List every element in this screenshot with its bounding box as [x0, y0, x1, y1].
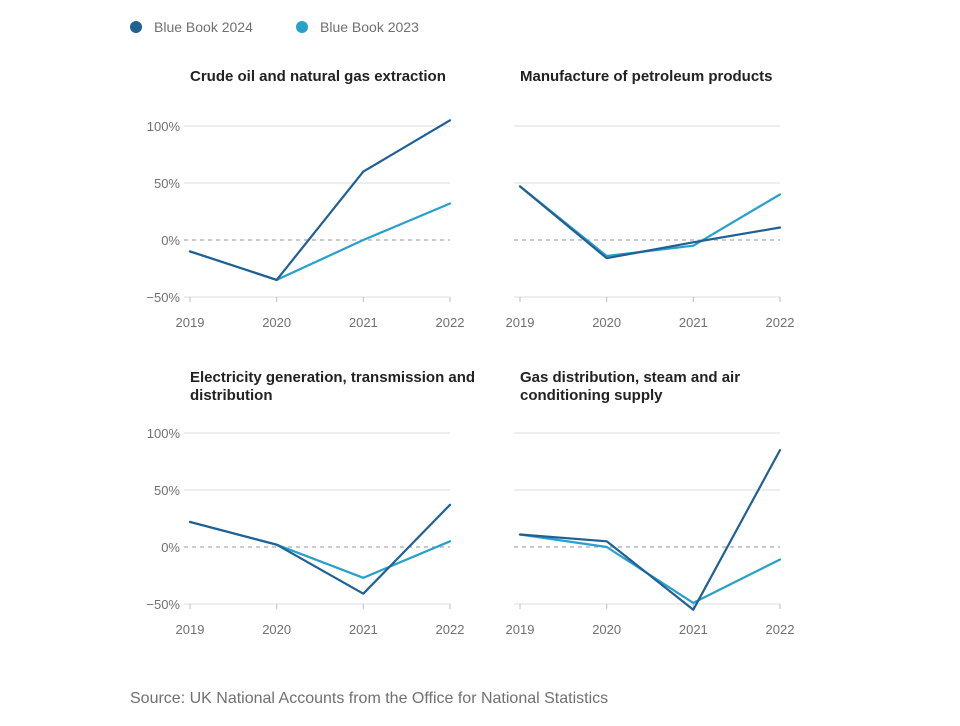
y-tick-label: −50% — [146, 290, 180, 305]
legend-label: Blue Book 2023 — [320, 19, 419, 35]
y-tick-label: 100% — [147, 119, 181, 134]
x-tick-label: 2020 — [592, 622, 621, 637]
panel-title-line: Electricity generation, transmission and — [190, 369, 475, 386]
series-line-blue-book-2024 — [518, 185, 782, 260]
y-tick-label: 0% — [161, 233, 180, 248]
legend: Blue Book 2024 Blue Book 2023 — [130, 19, 419, 35]
legend-marker — [296, 21, 308, 33]
x-tick-label: 2020 — [262, 315, 291, 330]
y-tick-label: 0% — [161, 540, 180, 555]
y-tick-label: 100% — [147, 426, 181, 441]
series-line-blue-book-2024 — [188, 503, 452, 595]
panel-title-line: Crude oil and natural gas extraction — [190, 68, 446, 85]
panel-title: Gas distribution, steam and air condition… — [520, 369, 740, 404]
x-tick-label: 2021 — [679, 622, 708, 637]
x-tick-label: 2020 — [592, 315, 621, 330]
panel-title-line: distribution — [190, 387, 273, 404]
panel-title-line: Manufacture of petroleum products — [520, 68, 773, 85]
x-tick-label: 2021 — [679, 315, 708, 330]
x-tick-label: 2019 — [176, 622, 205, 637]
x-tick-label: 2021 — [349, 622, 378, 637]
panel-title: Electricity generation, transmission and… — [190, 369, 475, 404]
x-tick-label: 2019 — [176, 315, 205, 330]
x-tick-label: 2022 — [436, 315, 465, 330]
x-tick-label: 2022 — [766, 622, 795, 637]
x-tick-label: 2019 — [506, 315, 535, 330]
x-tick-label: 2019 — [506, 622, 535, 637]
legend-label: Blue Book 2024 — [154, 19, 253, 35]
source-note: Source: UK National Accounts from the Of… — [130, 690, 608, 707]
chart-panel: Manufacture of petroleum products 2019 202… — [506, 68, 795, 330]
panel-title-line: Gas distribution, steam and air — [520, 369, 740, 386]
y-tick-label: −50% — [146, 597, 180, 612]
y-tick-label: 50% — [154, 176, 180, 191]
y-tick-label: 50% — [154, 483, 180, 498]
x-tick-label: 2021 — [349, 315, 378, 330]
x-tick-label: 2022 — [766, 315, 795, 330]
series-line-blue-book-2023 — [518, 533, 782, 605]
series-line-blue-book-2023 — [518, 185, 782, 258]
series-line-blue-book-2023 — [188, 202, 452, 281]
chart-panels: Crude oil and natural gas extraction 100%… — [146, 68, 794, 637]
series-line-blue-book-2024 — [518, 449, 782, 611]
legend-marker — [130, 21, 142, 33]
chart-panel: Crude oil and natural gas extraction 100%… — [146, 68, 464, 330]
panel-title-line: conditioning supply — [520, 387, 663, 404]
panel-title: Manufacture of petroleum products — [520, 68, 773, 85]
x-tick-label: 2022 — [436, 622, 465, 637]
panel-title: Crude oil and natural gas extraction — [190, 68, 446, 85]
x-tick-label: 2020 — [262, 622, 291, 637]
series-line-blue-book-2024 — [188, 119, 452, 281]
chart-panel: Gas distribution, steam and air condition… — [506, 369, 795, 637]
chart-panel: Electricity generation, transmission and… — [146, 369, 475, 637]
